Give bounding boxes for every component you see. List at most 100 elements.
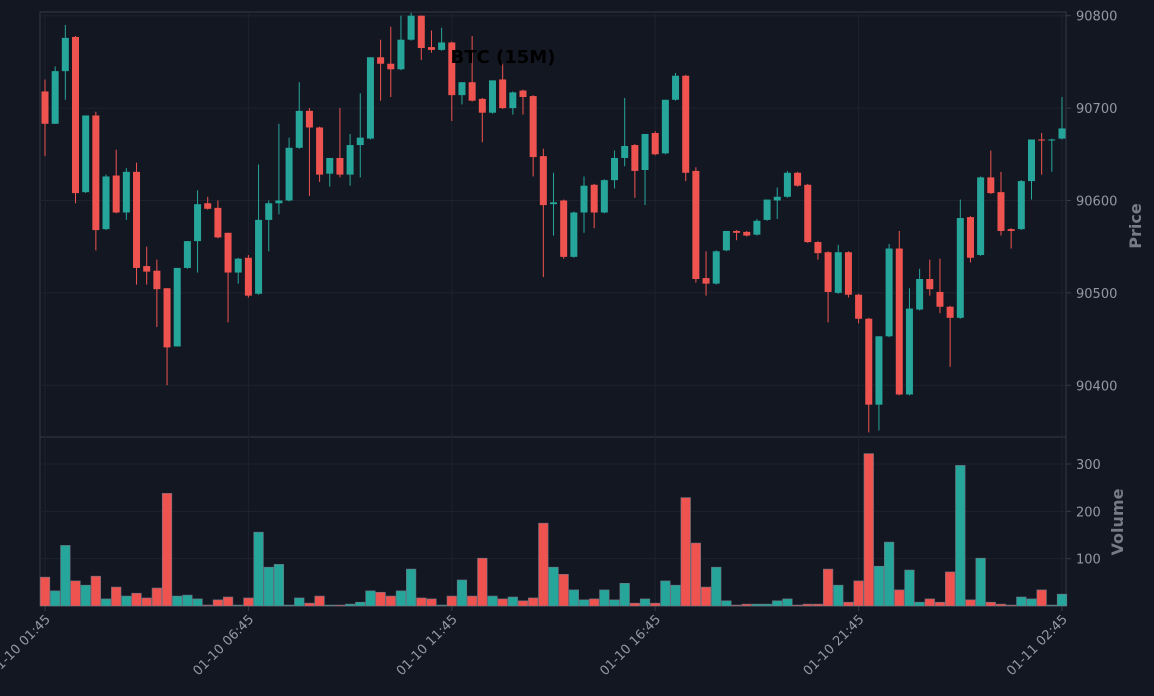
volume-bar xyxy=(172,595,183,607)
y-tick-label: 90500 xyxy=(1076,287,1117,302)
volume-bar xyxy=(141,597,152,607)
candle-body xyxy=(417,15,425,49)
candle-body xyxy=(560,200,568,257)
volume-bar xyxy=(1016,596,1027,607)
candle-body xyxy=(326,157,334,174)
candle-body xyxy=(305,110,313,128)
volume-bar xyxy=(161,493,173,607)
volume-bar xyxy=(111,586,122,607)
candle-body xyxy=(641,133,649,170)
candle-body xyxy=(1048,139,1056,141)
candle-body xyxy=(427,47,435,50)
candle-body xyxy=(336,157,344,175)
volume-bar xyxy=(833,584,844,607)
candle-body xyxy=(733,230,741,233)
volume-bar xyxy=(1006,604,1017,607)
volume-bar xyxy=(812,603,824,607)
volume-bar xyxy=(995,603,1007,607)
candle-body xyxy=(204,203,212,209)
candle-body xyxy=(946,306,954,318)
volume-bar xyxy=(568,589,579,607)
volume-bar xyxy=(619,582,630,607)
volume-bar xyxy=(456,579,468,607)
candle-body xyxy=(855,294,863,319)
candle-body xyxy=(173,267,181,347)
candle-body xyxy=(885,248,893,337)
candle-body xyxy=(682,75,690,173)
candle-body xyxy=(824,252,832,292)
candle-body xyxy=(631,145,639,171)
volume-bar xyxy=(517,600,529,607)
volume-axis-label: Volume xyxy=(1108,488,1127,555)
volume-bar xyxy=(751,603,762,607)
volume-bar xyxy=(792,604,803,607)
candle-body xyxy=(570,212,578,257)
candle-body xyxy=(865,318,873,405)
candle-body xyxy=(51,71,59,124)
volume-bar xyxy=(426,598,437,607)
chart-title: BTC (15M) xyxy=(451,47,556,68)
candle-body xyxy=(316,127,324,175)
candle-body xyxy=(366,57,374,139)
candle-body xyxy=(916,279,924,310)
volume-bar xyxy=(731,604,742,607)
volume-bar xyxy=(700,586,712,607)
volume-bar xyxy=(670,584,681,607)
volume-bar xyxy=(60,545,71,607)
volume-bar xyxy=(863,453,874,607)
candle-body xyxy=(387,63,395,70)
candle-body xyxy=(519,90,527,97)
candle-body xyxy=(143,266,151,272)
volume-bar xyxy=(314,595,325,607)
volume-bar xyxy=(375,591,386,607)
candle-body xyxy=(936,291,944,307)
candle-body xyxy=(214,207,222,238)
candle-body xyxy=(763,199,771,220)
volume-bar xyxy=(873,565,885,607)
volume-bar xyxy=(192,598,203,607)
volume-bar xyxy=(467,595,478,607)
y-tick-label: 90800 xyxy=(1076,10,1117,25)
candle-body xyxy=(82,115,90,193)
volume-bar xyxy=(497,598,508,607)
volume-bar xyxy=(406,568,417,607)
candle-body xyxy=(966,217,974,258)
volume-bar xyxy=(650,602,661,607)
volume-bar xyxy=(487,595,498,607)
candle-body xyxy=(377,57,385,64)
candle-body xyxy=(580,185,588,213)
volume-bar xyxy=(721,600,732,607)
candle-body xyxy=(275,200,283,204)
candle-body xyxy=(1058,128,1066,139)
volume-bar xyxy=(904,569,915,607)
volume-bar xyxy=(446,595,457,607)
candle-body xyxy=(509,92,517,109)
candle-body xyxy=(153,270,161,290)
volume-bar xyxy=(965,599,976,607)
candle-body xyxy=(722,230,730,251)
volume-bar xyxy=(222,596,234,607)
volume-bar xyxy=(80,584,91,607)
candle-body xyxy=(814,242,822,254)
volume-bar xyxy=(131,592,142,607)
volume-bar xyxy=(1026,598,1037,607)
candle-body xyxy=(397,39,405,70)
candle-body xyxy=(438,42,446,50)
volume-bar xyxy=(975,557,986,607)
candle-body xyxy=(783,172,791,197)
volume-bar xyxy=(802,603,813,607)
volume-bar xyxy=(1046,604,1057,607)
volume-bar xyxy=(1036,589,1047,607)
volume-bar xyxy=(985,601,996,607)
volume-bar xyxy=(436,604,447,607)
candle-body xyxy=(244,257,252,296)
candle-body xyxy=(163,288,171,348)
volume-bar xyxy=(548,566,559,607)
candle-body xyxy=(255,219,263,294)
volume-bar xyxy=(477,557,488,607)
volume-bar xyxy=(558,573,569,607)
candle-body xyxy=(651,133,659,155)
volume-bar xyxy=(355,601,366,607)
volume-bar xyxy=(202,604,213,607)
candle-body xyxy=(1027,139,1035,182)
